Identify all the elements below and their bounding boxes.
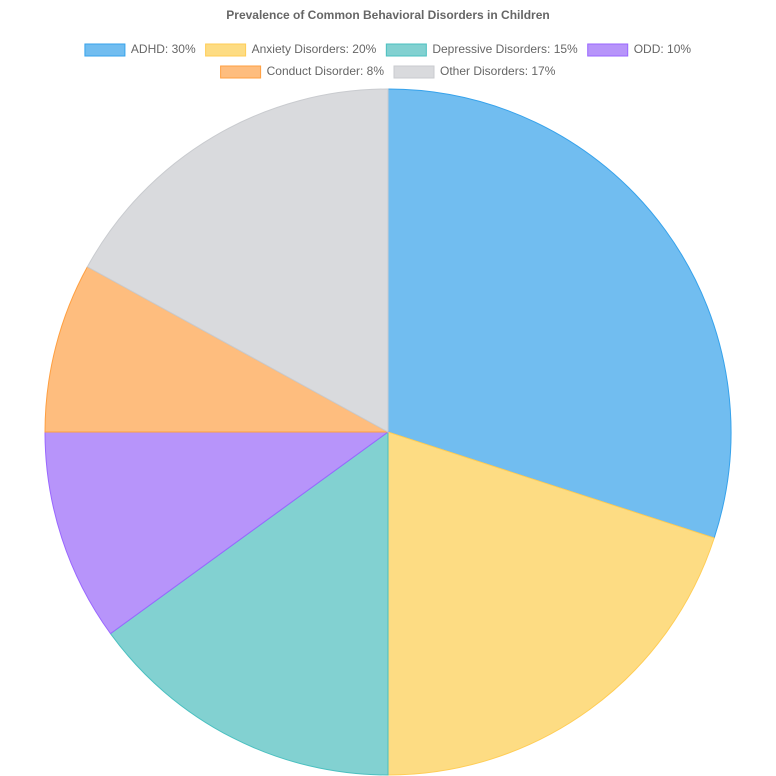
- pie-slice: [387, 431, 715, 776]
- pie-slice: [44, 431, 390, 635]
- legend-swatch: [205, 43, 247, 57]
- legend-label: Conduct Disorder: 8%: [267, 64, 385, 78]
- pie: [44, 88, 732, 776]
- legend-label: ADHD: 30%: [131, 42, 196, 56]
- legend-item[interactable]: Anxiety Disorders: 20%: [205, 42, 377, 57]
- legend-swatch: [587, 43, 629, 57]
- legend-item[interactable]: Other Disorders: 17%: [393, 64, 556, 79]
- pie-slice: [44, 266, 389, 433]
- legend-swatch: [220, 65, 262, 79]
- legend-item[interactable]: ODD: 10%: [587, 42, 692, 57]
- legend-swatch: [385, 43, 427, 57]
- chart-title: Prevalence of Common Behavioral Disorder…: [226, 8, 549, 22]
- pie-slice: [109, 431, 389, 776]
- legend-item[interactable]: Depressive Disorders: 15%: [385, 42, 578, 57]
- legend-swatch: [393, 65, 435, 79]
- legend-item[interactable]: ADHD: 30%: [84, 42, 196, 57]
- pie-slice: [86, 88, 389, 433]
- legend-swatch: [84, 43, 126, 57]
- legend-label: ODD: 10%: [634, 42, 692, 56]
- pie-slice: [387, 88, 732, 539]
- legend: ADHD: 30% Anxiety Disorders: 20% Depressiv…: [84, 42, 692, 79]
- legend-label: Depressive Disorders: 15%: [432, 42, 578, 56]
- legend-item[interactable]: Conduct Disorder: 8%: [220, 64, 385, 79]
- legend-label: Other Disorders: 17%: [440, 64, 556, 78]
- legend-label: Anxiety Disorders: 20%: [252, 42, 377, 56]
